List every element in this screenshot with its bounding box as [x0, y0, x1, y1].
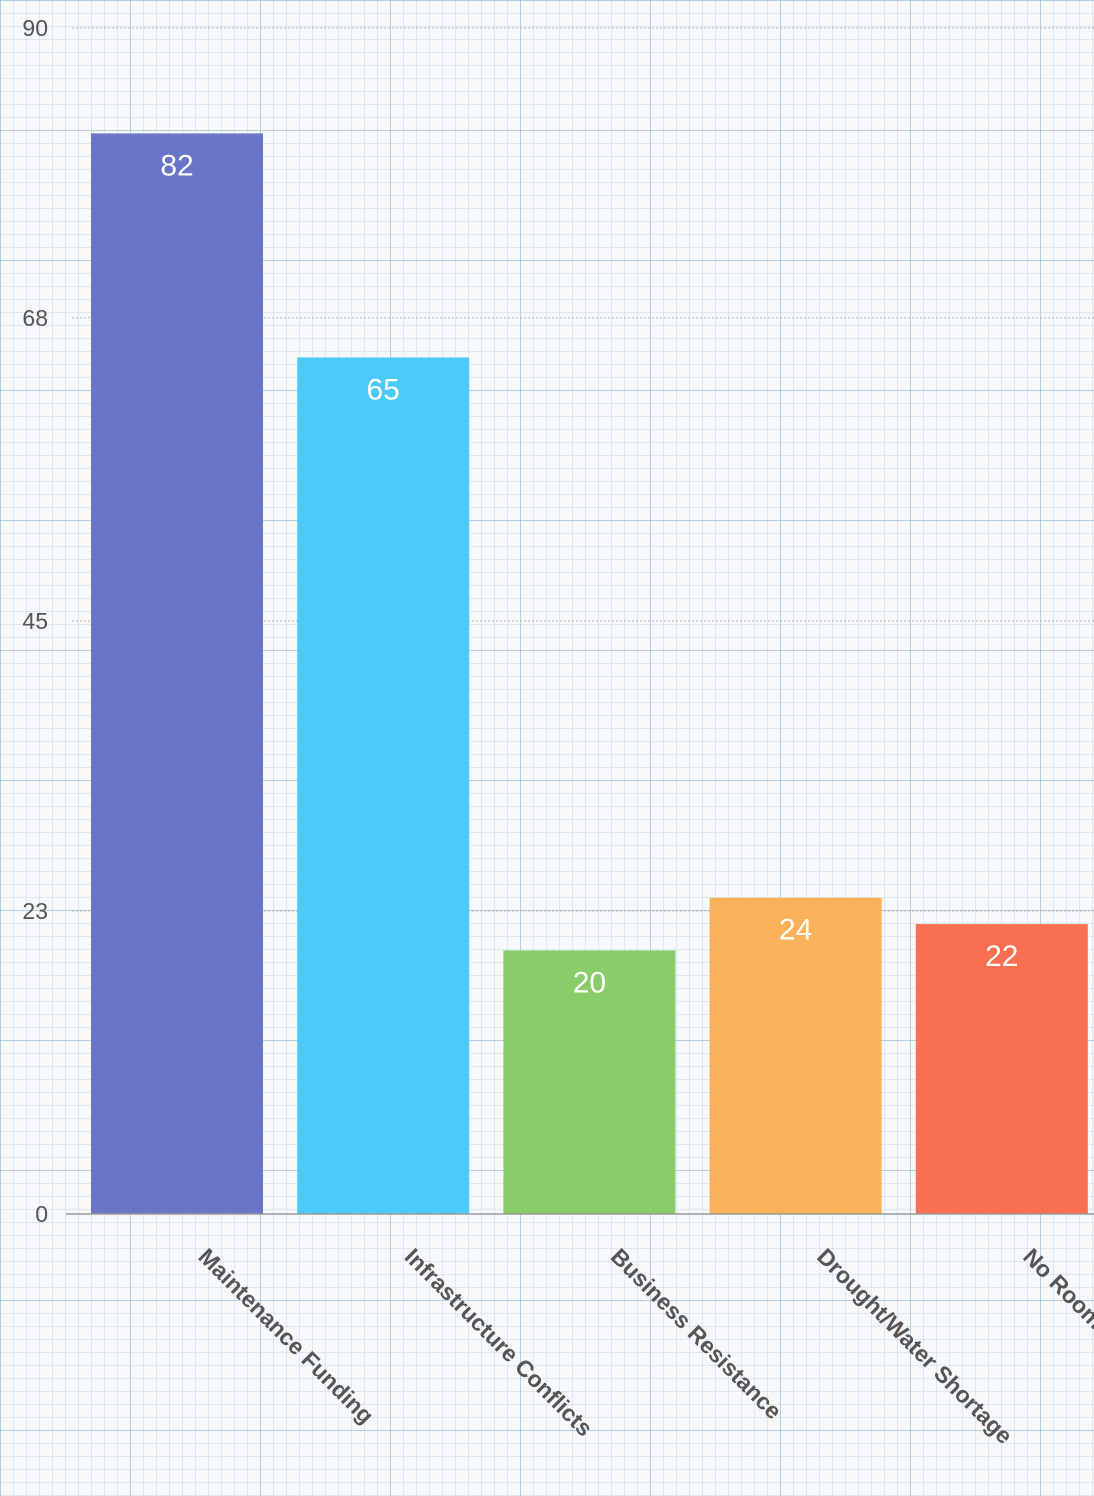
category-label-0: Maintenance Funding	[193, 1243, 379, 1429]
bar-2[interactable]	[503, 950, 676, 1214]
y-tick-label: 90	[22, 15, 48, 41]
y-tick-label: 23	[22, 898, 48, 924]
value-label-2: 20	[573, 966, 606, 999]
category-label-3: Drought/Water Shortage	[812, 1243, 1018, 1449]
category-label-4: No Room	[1018, 1243, 1094, 1334]
category-label-2: Business Resistance	[606, 1243, 787, 1424]
bar-4[interactable]	[915, 924, 1088, 1214]
value-label-0: 82	[160, 149, 193, 182]
y-tick-label: 68	[22, 305, 48, 331]
x-axis-category-labels: Maintenance Funding Infrastructure Confli…	[193, 1243, 1094, 1449]
bar-1[interactable]	[297, 357, 470, 1214]
bar-0[interactable]	[91, 133, 263, 1214]
y-axis-tick-labels: 0 23 45 68 90	[22, 15, 48, 1227]
value-labels: 82 65 20 24 22	[160, 149, 1018, 999]
value-label-1: 65	[367, 373, 400, 406]
bars	[91, 133, 1088, 1214]
value-label-3: 24	[779, 914, 812, 947]
bar-3[interactable]	[709, 897, 882, 1214]
category-label-1: Infrastructure Conflicts	[400, 1243, 598, 1441]
y-tick-label: 0	[35, 1201, 48, 1227]
value-label-4: 22	[985, 940, 1018, 973]
y-tick-label: 45	[22, 608, 48, 634]
